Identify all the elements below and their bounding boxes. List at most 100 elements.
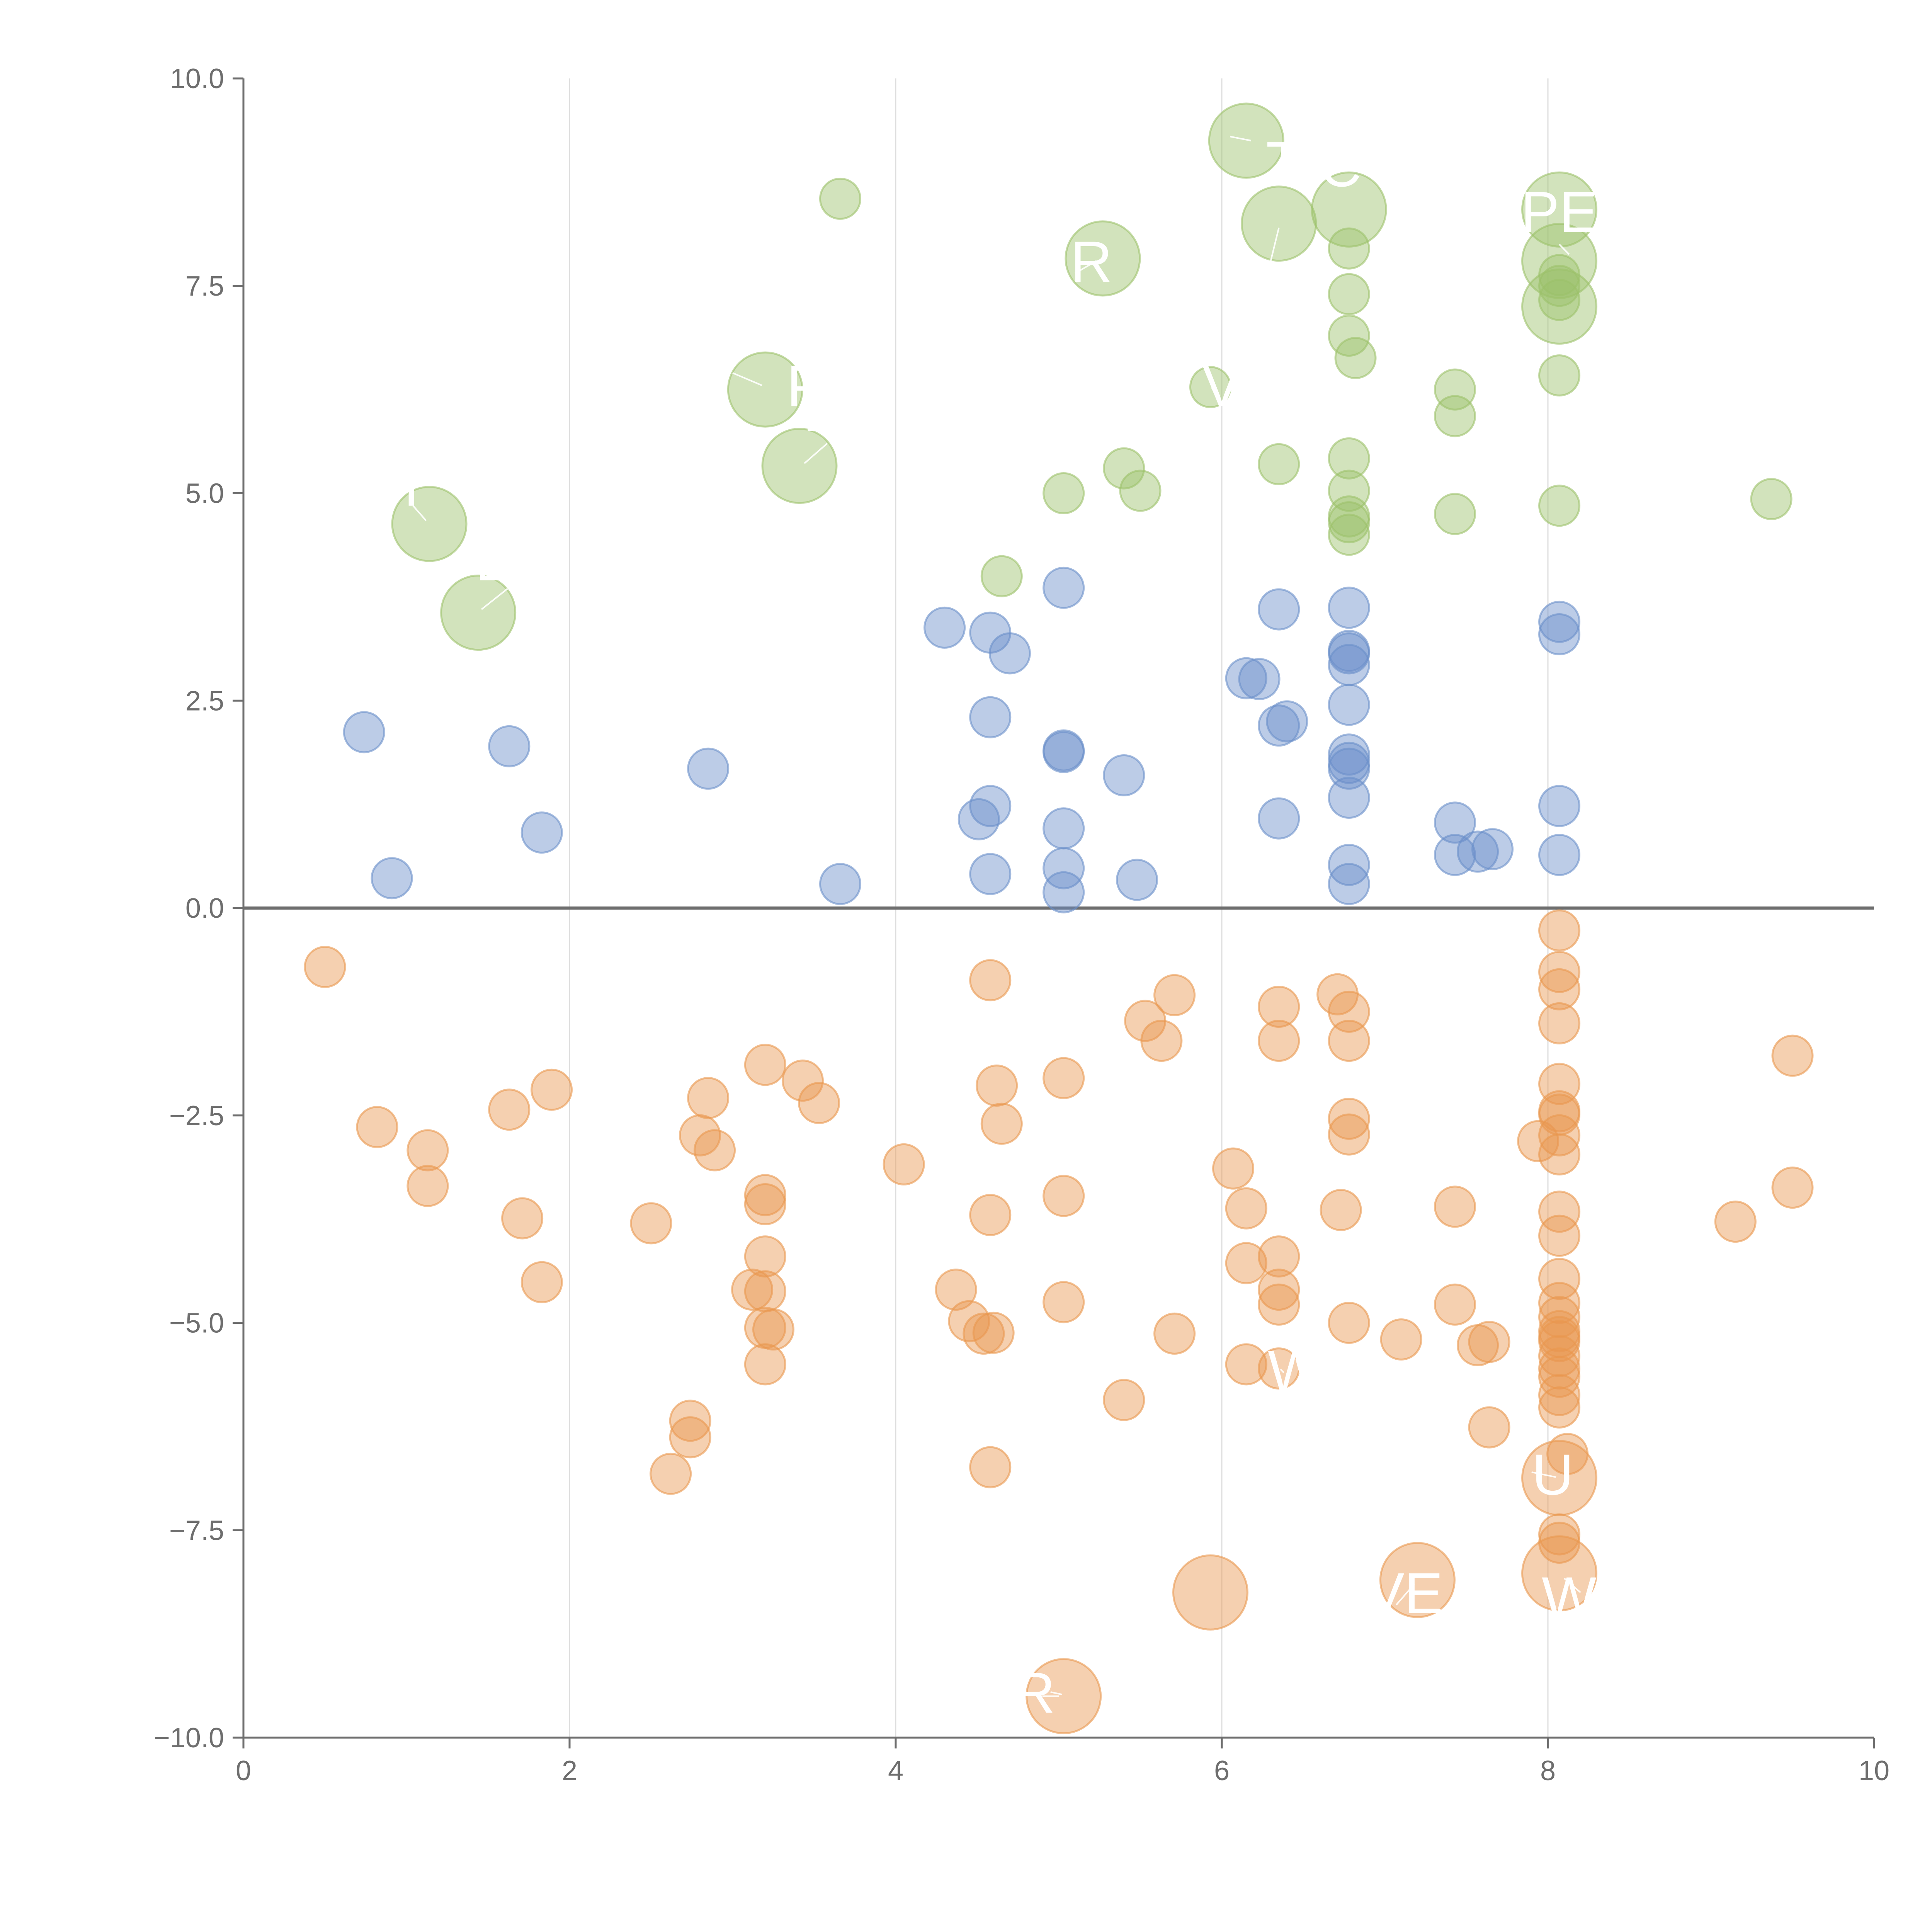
orange-point [1468, 1321, 1510, 1363]
green-large-point [1241, 185, 1317, 262]
annotation-leader-line [732, 372, 762, 386]
green-point [980, 555, 1023, 597]
green-point [1538, 485, 1581, 527]
orange-point [980, 1102, 1023, 1145]
blue-point [957, 798, 1000, 840]
green-large-point [1208, 102, 1284, 179]
green-point [1258, 443, 1300, 485]
blue-point [1266, 700, 1308, 743]
orange-point [935, 1269, 977, 1311]
annotation-label: W [1542, 1565, 1597, 1630]
annotation-label: PE [1520, 179, 1598, 244]
orange-point [1320, 1189, 1362, 1231]
green-point [1750, 478, 1793, 520]
annotation-leader-line [1211, 387, 1218, 398]
annotation-label: E [803, 378, 842, 443]
green-point [1328, 227, 1370, 270]
orange-point [1538, 1002, 1581, 1044]
orange-point [1538, 1355, 1581, 1398]
orange-point [883, 1143, 925, 1185]
orange-point [744, 1044, 786, 1086]
blue-point [371, 857, 413, 900]
green-point [1328, 273, 1370, 315]
annotation-leader-line [1559, 243, 1570, 255]
orange-point [1714, 1201, 1757, 1243]
blue-point [1043, 566, 1085, 609]
annotation-label: R [1070, 229, 1112, 294]
y-tick-label: −2.5 [169, 1100, 224, 1131]
green-point [1328, 501, 1370, 544]
orange-point [731, 1269, 774, 1311]
blue-point [1328, 644, 1370, 686]
orange-point [1538, 968, 1581, 1010]
orange-point [969, 1194, 1012, 1236]
orange-point [972, 1311, 1015, 1354]
blue-point [1538, 834, 1581, 876]
blue-point [1328, 684, 1370, 726]
orange-point [531, 1068, 573, 1111]
orange-point [1225, 1187, 1267, 1230]
orange-point [356, 1106, 398, 1148]
orange-point [520, 1261, 563, 1303]
green-point [1538, 354, 1581, 397]
green-point [1043, 472, 1085, 514]
annotation-label: T [394, 453, 429, 518]
orange-point [1225, 1343, 1267, 1386]
blue-point [1258, 704, 1300, 747]
orange-point [406, 1165, 449, 1207]
annotation-label: L [475, 528, 507, 593]
green-large-point [761, 428, 838, 504]
annotation-label: VE [1366, 1561, 1443, 1626]
orange-point [1258, 1020, 1300, 1062]
green-point [1119, 469, 1162, 512]
orange-point [1328, 1302, 1370, 1344]
points-layer [304, 102, 1814, 1735]
orange-point [1538, 1133, 1581, 1176]
green-point [1328, 437, 1370, 480]
orange-point [650, 1452, 692, 1495]
green-large-point [1065, 220, 1141, 297]
green-point [1434, 493, 1476, 535]
orange-point [798, 1082, 840, 1124]
annotation-leader-line [412, 505, 427, 521]
blue-point [923, 606, 966, 649]
x-tick-label: 4 [888, 1755, 903, 1786]
green-large-point [1521, 268, 1598, 345]
axis-layer: 10.0 7.5 5.0 2.5 0.0 −2.5 −5.0 −7.5 −10.0 0 2 4 6 8 10 [154, 63, 1889, 1786]
orange-point [1380, 1318, 1422, 1361]
x-tick-label: 6 [1214, 1755, 1230, 1786]
blue-point [1328, 776, 1370, 819]
orange-large-point [1026, 1658, 1102, 1735]
orange-point [501, 1197, 544, 1240]
orange-point [1434, 1283, 1476, 1326]
orange-point [1258, 985, 1300, 1028]
orange-point [1538, 1374, 1581, 1416]
annotation-leader-line [1230, 136, 1252, 141]
annotation-label: V [1202, 354, 1241, 418]
annotation-leader-line [1531, 1471, 1556, 1478]
orange-point [963, 1312, 1005, 1355]
green-point [1189, 366, 1231, 408]
blue-point [1043, 731, 1085, 773]
orange-point [669, 1400, 711, 1442]
orange-point [1771, 1034, 1814, 1077]
green-point [1538, 279, 1581, 321]
annotation-label: E [901, 1660, 939, 1725]
orange-large-point [1172, 1554, 1248, 1631]
blue-point [1225, 657, 1267, 699]
annotation-label: P [787, 354, 825, 418]
orange-point [976, 1064, 1018, 1107]
orange-point [744, 1174, 786, 1216]
green-point [1328, 514, 1370, 556]
orange-point [969, 959, 1012, 1002]
orange-point [669, 1416, 711, 1459]
orange-point [1538, 909, 1581, 952]
green-point [819, 177, 862, 220]
orange-point [1328, 1097, 1370, 1140]
annotation-leader-line [804, 443, 828, 464]
orange-point [1538, 1190, 1581, 1233]
blue-point [1043, 807, 1085, 850]
orange-point [1538, 1214, 1581, 1257]
